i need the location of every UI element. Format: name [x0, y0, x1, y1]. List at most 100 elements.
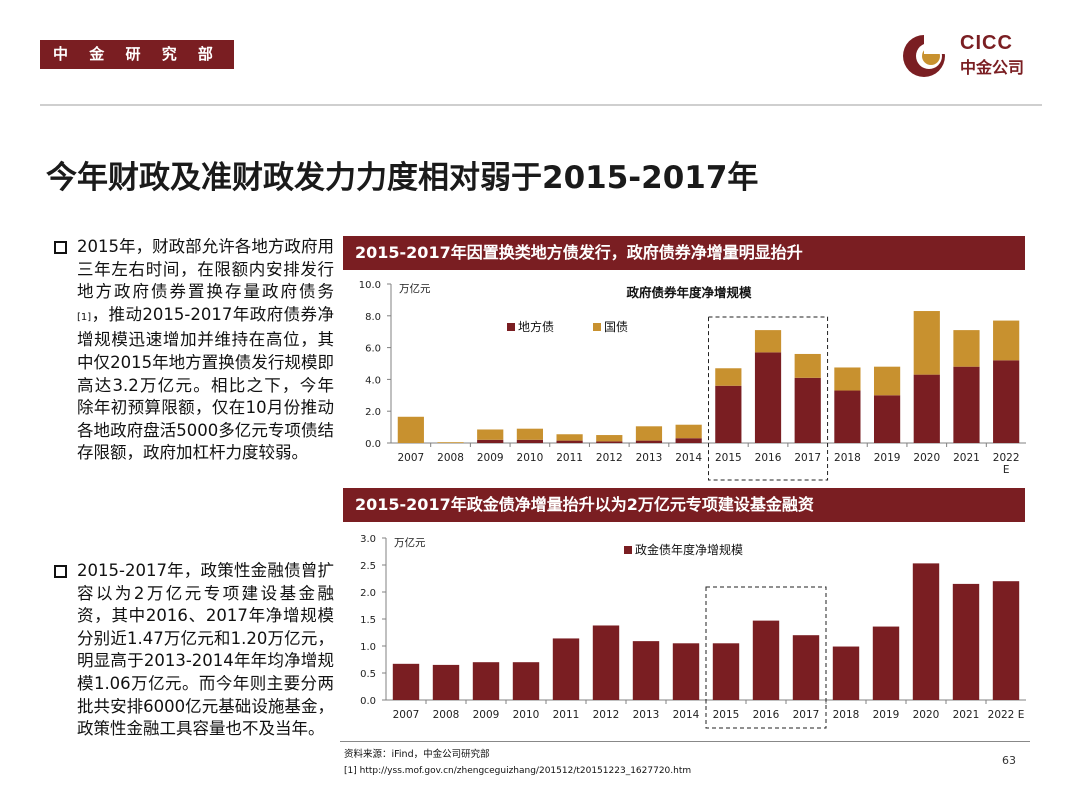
bar-政金债年度净增规模: [712, 643, 740, 700]
y-tick-label: 0.5: [360, 669, 376, 680]
bar-国债: [913, 311, 940, 375]
bar-政金债年度净增规模: [752, 620, 780, 700]
chart1-header: 2015-2017年因置换类地方债发行，政府债券净增量明显抬升: [343, 236, 1025, 270]
chart-title: 政府债券年度净增规模: [626, 285, 752, 300]
bullet-1: 2015年，财政部允许各地方政府用三年左右时间，在限额内安排发行地方政府债券置换…: [54, 236, 334, 465]
y-tick-label: 0.0: [360, 696, 376, 707]
bar-国债: [834, 367, 861, 391]
highlight-2015-2017-box: [708, 316, 829, 481]
y-tick-label: 0.0: [365, 439, 381, 450]
y-tick-label: 1.0: [360, 642, 376, 653]
bar-地方债: [794, 377, 821, 443]
legend-label: 政金债年度净增规模: [635, 542, 743, 557]
x-tick-label: E: [1003, 464, 1010, 476]
page-title: 今年财政及准财政发力力度相对弱于2015-2017年: [46, 160, 759, 196]
bar-国债: [754, 330, 782, 353]
header-divider: [40, 104, 1042, 106]
reference-link[interactable]: [1] http://yss.mof.gov.cn/zhengceguizhan…: [344, 766, 692, 776]
bar-政金债年度净增规模: [992, 581, 1020, 700]
logo-text-cn: 中金公司: [960, 58, 1025, 77]
x-tick-label: 2007: [397, 452, 424, 464]
y-tick-label: 2.5: [360, 561, 376, 572]
cicc-logo-icon: [903, 34, 950, 77]
x-tick-label: 2015: [715, 452, 742, 464]
y-tick-label: 10.0: [359, 280, 381, 291]
source-divider: [340, 741, 1030, 742]
y-tick-label: 1.5: [360, 615, 376, 626]
x-tick-label: 2019: [874, 452, 901, 464]
bar-政金债年度净增规模: [872, 626, 900, 700]
bar-地方债: [834, 390, 861, 443]
x-tick-label: 2007: [393, 709, 420, 721]
y-tick-label: 4.0: [365, 375, 381, 386]
x-tick-label: 2021: [953, 709, 980, 721]
x-tick-label: 2009: [477, 452, 504, 464]
y-tick-label: 3.0: [360, 534, 376, 545]
bar-国债: [993, 320, 1020, 361]
bar-政金债年度净增规模: [592, 625, 620, 700]
x-tick-label: 2020: [913, 709, 940, 721]
bullet-2-text: 2015-2017年，政策性金融债曾扩容以为2万亿元专项建设基金融资，其中201…: [77, 561, 334, 739]
x-tick-label: 2017: [794, 452, 821, 464]
x-tick-label: 2011: [556, 452, 583, 464]
x-tick-label: 2014: [673, 709, 700, 721]
x-tick-label: 2021: [953, 452, 980, 464]
bullet-1-text-a: 2015年，财政部允许各地方政府用三年左右时间，在限额内安排发行地方政府债券置换…: [77, 237, 334, 302]
bar-国债: [556, 434, 583, 441]
bar-政金债年度净增规模: [832, 646, 860, 700]
bullet-1-text-b: ，推动2015-2017年政府债券净增规模迅速增加并维持在高位，其中仅2015年…: [77, 304, 334, 463]
bar-地方债: [993, 360, 1020, 443]
x-tick-label: 2008: [433, 709, 460, 721]
bar-政金债年度净增规模: [792, 635, 820, 700]
bar-国债: [596, 435, 623, 442]
bar-地方债: [477, 439, 504, 443]
x-tick-label: 2015: [713, 709, 740, 721]
legend-label: 地方债: [518, 319, 554, 334]
x-tick-label: 2022 E: [988, 709, 1025, 721]
x-tick-label: 2009: [473, 709, 500, 721]
bar-政金债年度净增规模: [432, 664, 460, 700]
x-tick-label: 2010: [513, 709, 540, 721]
y-tick-label: 8.0: [365, 312, 381, 323]
footnote-marker: [1]: [77, 311, 92, 323]
x-tick-label: 2018: [833, 709, 860, 721]
legend-swatch: [507, 323, 515, 331]
bar-国债: [715, 368, 742, 386]
bar-国债: [794, 353, 821, 378]
x-tick-label: 2016: [753, 709, 780, 721]
bar-地方债: [675, 438, 702, 443]
bar-政金债年度净增规模: [632, 641, 660, 700]
bullet-2: 2015-2017年，政策性金融债曾扩容以为2万亿元专项建设基金融资，其中201…: [54, 560, 334, 741]
y-tick-label: 2.0: [360, 588, 376, 599]
legend-swatch: [624, 546, 632, 554]
x-tick-label: 2012: [596, 452, 623, 464]
bar-国债: [635, 426, 663, 441]
bullet-square-icon: [54, 565, 67, 578]
x-tick-label: 2017: [793, 709, 820, 721]
bar-地方债: [556, 440, 583, 443]
chart1-govt-bonds: 0.0 2.0 4.0 6.0 8.0 10.0 万亿元 2007 2008 2009 2010 20…: [359, 280, 1026, 481]
x-tick-label: 2012: [593, 709, 620, 721]
bar-地方债: [516, 439, 544, 443]
bar-国债: [675, 424, 702, 439]
x-tick-label: 2013: [633, 709, 660, 721]
bar-国债: [477, 429, 504, 440]
bar-国债: [437, 442, 464, 443]
unit-label: 万亿元: [394, 536, 426, 549]
cicc-logo: CICC 中金公司: [898, 30, 1048, 82]
x-tick-label: 2008: [437, 452, 464, 464]
x-tick-label: 2018: [834, 452, 861, 464]
bar-政金债年度净增规模: [672, 643, 700, 700]
bar-政金债年度净增规模: [912, 563, 940, 700]
chart2-policy-bank-bonds: 0.0 0.5 1.0 1.5 2.0 2.5 3.0 万亿元 2007 2008 2009 2010…: [360, 534, 1026, 729]
x-tick-label: 2022: [993, 452, 1020, 464]
source-note: 资料来源：iFind，中金公司研究部: [344, 749, 490, 760]
logo-text-en: CICC: [960, 32, 1013, 54]
legend-label: 国债: [604, 320, 628, 334]
bar-政金债年度净增规模: [552, 638, 580, 700]
bar-地方债: [754, 352, 782, 443]
bar-国债: [397, 416, 424, 443]
x-tick-label: 2010: [517, 452, 544, 464]
y-tick-label: 2.0: [365, 407, 381, 418]
bar-政金债年度净增规模: [952, 583, 980, 700]
